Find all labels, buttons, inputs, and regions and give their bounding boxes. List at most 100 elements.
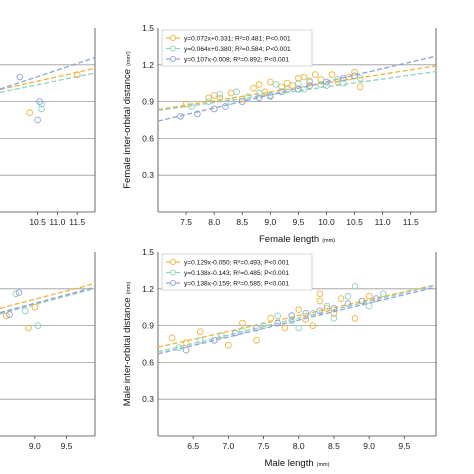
data-point-blue <box>344 300 352 307</box>
y-tick-label: 1.5 <box>142 23 154 33</box>
regression-line-teal <box>0 72 95 94</box>
data-point-orange <box>311 71 319 78</box>
x-tick-label: 9.0 <box>29 441 41 451</box>
legend-entry: y=0.072x+0.331; R²=0.481; P<0.001 <box>184 35 291 42</box>
legend-entry: y=0.129x-0.050; R²=0.493; P<0.001 <box>184 259 289 266</box>
data-point-teal <box>344 292 352 300</box>
data-point-teal <box>272 81 280 88</box>
data-point-teal <box>34 322 42 329</box>
x-tick-label: 8.0 <box>293 441 305 451</box>
regression-line-orange <box>0 67 95 91</box>
data-point-orange <box>31 303 39 311</box>
x-tick-label: 11.5 <box>403 217 419 227</box>
data-point-blue <box>182 346 190 354</box>
data-point-teal <box>339 79 347 87</box>
data-point-blue <box>238 98 246 105</box>
x-tick-label: 8.0 <box>208 217 220 227</box>
legend-entry: y=0.064x+0.380; R²=0.584; P<0.001 <box>184 46 291 53</box>
data-point-blue <box>253 324 260 332</box>
data-point-orange <box>300 73 308 81</box>
data-point-orange <box>239 319 246 327</box>
x-axis-unit: (mm) <box>317 462 330 468</box>
legend-box <box>161 253 313 291</box>
data-point-teal <box>365 302 373 310</box>
regression-line-blue <box>158 286 436 355</box>
x-tick-label: 11.0 <box>49 217 65 227</box>
regression-line-teal <box>158 70 436 112</box>
chart-panel-left-bottom: 9.0 9.5 <box>0 252 96 451</box>
data-point-blue <box>232 329 239 337</box>
data-point-orange <box>289 82 297 90</box>
data-point-blue <box>36 98 43 105</box>
data-point-teal <box>175 344 183 352</box>
regression-line-blue <box>0 286 95 314</box>
data-point-teal <box>300 85 308 93</box>
data-point-orange <box>316 297 324 305</box>
legend-marker-orange <box>169 258 177 266</box>
data-point-blue <box>15 289 23 296</box>
legend-entry: y=0.138x-0.159; R²=0.585; P<0.001 <box>184 280 289 287</box>
legend-marker-teal <box>169 269 177 276</box>
data-point-orange <box>205 94 212 102</box>
data-point-blue <box>295 85 302 93</box>
data-point-blue <box>316 307 324 315</box>
x-tick-label: 6.5 <box>187 441 199 451</box>
data-point-orange <box>330 309 338 317</box>
x-tick-label: 10.5 <box>29 217 46 227</box>
data-point-teal <box>188 103 196 110</box>
regression-line-blue <box>158 55 436 122</box>
y-tick-label: 0.6 <box>142 357 154 367</box>
data-point-blue <box>288 312 296 320</box>
data-point-blue <box>330 305 338 312</box>
data-point-orange <box>365 292 373 300</box>
data-point-teal <box>274 312 281 320</box>
regression-line-orange <box>158 65 436 111</box>
x-tick-label: 7.0 <box>222 441 234 451</box>
data-point-blue <box>302 309 310 317</box>
x-tick-label: 9.0 <box>363 441 375 451</box>
chart-panel-left-top: 10.5 11.0 11.5 <box>0 28 96 227</box>
y-axis-title: Male inter-orbital distance (mm) <box>122 282 133 407</box>
data-point-orange <box>295 306 303 314</box>
data-point-teal <box>217 332 225 339</box>
legend-marker-blue <box>169 279 177 287</box>
data-point-blue <box>255 94 263 102</box>
y-tick-label: 0.6 <box>142 133 154 143</box>
data-point-teal <box>260 322 267 329</box>
data-point-orange <box>238 95 246 103</box>
plot-area <box>0 56 95 124</box>
data-point-orange <box>316 290 324 298</box>
data-point-orange <box>267 314 274 322</box>
data-point-blue <box>323 78 330 86</box>
data-point-orange <box>351 314 359 322</box>
data-point-teal <box>255 89 263 97</box>
y-tick-label: 0.9 <box>142 321 154 331</box>
legend-entry: y=0.107x-0.008; R²=0.892; P<0.001 <box>184 56 289 63</box>
regression-line-blue <box>0 56 95 90</box>
y-tick-label: 0.3 <box>142 394 154 404</box>
legend-entry: y=0.138x-0.143; R²=0.485; P<0.001 <box>184 270 289 277</box>
data-point-orange <box>337 295 345 302</box>
data-point-blue <box>266 92 274 99</box>
x-tick-label: 9.5 <box>398 441 410 451</box>
regression-line-orange <box>158 284 436 348</box>
y-axis-unit: (mm²) <box>126 51 132 66</box>
data-point-orange <box>73 71 81 78</box>
plot-area <box>158 55 436 122</box>
data-point-teal <box>356 74 364 82</box>
plot-area <box>158 282 436 355</box>
data-point-teal <box>323 82 330 90</box>
regression-line-teal <box>0 287 95 315</box>
data-point-orange <box>328 71 336 78</box>
y-axis-label: Male inter-orbital distance <box>122 298 133 407</box>
data-point-teal <box>244 93 252 101</box>
data-point-orange <box>182 339 190 347</box>
x-tick-label: 9.5 <box>61 441 73 451</box>
data-point-orange <box>281 324 289 332</box>
y-tick-label: 1.2 <box>142 284 154 294</box>
data-point-orange <box>317 76 325 83</box>
y-axis-unit: (mm) <box>126 282 132 295</box>
data-point-blue <box>222 103 229 110</box>
data-point-blue <box>358 297 366 305</box>
data-point-teal <box>233 88 240 96</box>
